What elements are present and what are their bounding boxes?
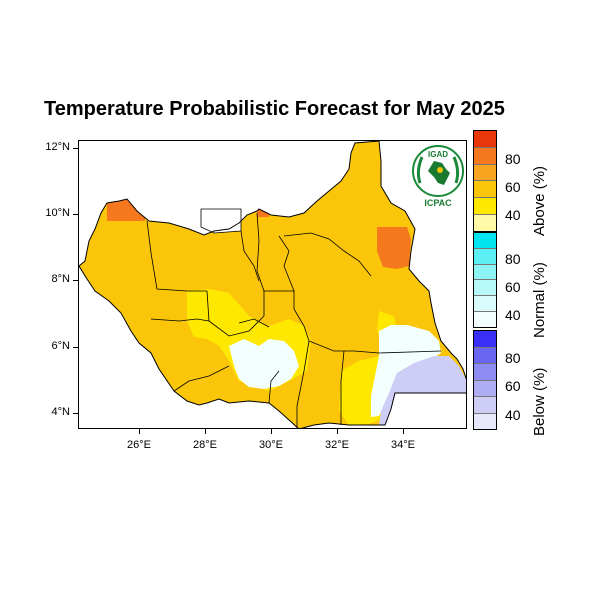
chart-title: Temperature Probabilistic Forecast for M… [44,98,505,120]
logo-top-text: IGAD [428,150,448,159]
igad-icpac-logo: IGAD ICPAC [410,143,466,209]
x-tick [205,429,206,434]
legend-normal-swatch-0 [474,233,496,249]
y-tick [73,148,78,149]
legend-above-swatch-1 [474,147,496,165]
legend-normal-colorbar [473,232,497,328]
legend-above-label-60: 60 [505,179,521,195]
y-tick [73,347,78,348]
x-tick [337,429,338,434]
legend-above-label-80: 80 [505,151,521,167]
x-tick [271,429,272,434]
legend-below-swatch-2 [474,364,496,381]
legend-below-swatch-5 [474,413,496,429]
y-tick [73,413,78,414]
state-boundaries [146,212,442,428]
x-tick-label-28e: 28°E [193,439,217,451]
legend-above-swatch-4 [474,198,496,216]
y-tick-label-10n: 10°N [45,207,70,219]
y-tick-label-8n: 8°N [51,273,70,285]
legend-normal-swatch-5 [474,312,496,327]
legend-above-swatch-0 [474,131,496,148]
region-below-light [379,356,466,425]
legend-below-swatch-0 [474,331,496,348]
region-above-high-east [377,227,411,269]
x-tick-label-34e: 34°E [391,439,415,451]
x-tick [139,429,140,434]
region-normal-light-east [371,325,441,417]
x-tick-label-30e: 30°E [259,439,283,451]
legend-above-colorbar [473,130,497,232]
legend-normal-label-60: 60 [505,279,521,295]
legend-above-swatch-3 [474,181,496,199]
x-tick-label-32e: 32°E [325,439,349,451]
legend-normal-title: Normal (%) [531,262,548,338]
legend-normal-swatch-3 [474,280,496,297]
x-tick [403,429,404,434]
x-tick-label-26e: 26°E [127,439,151,451]
legend-below-swatch-3 [474,380,496,397]
y-tick-label-4n: 4°N [51,406,70,418]
y-tick-label-12n: 12°N [45,141,70,153]
legend-above-title: Above (%) [531,165,548,236]
legend-below-title: Below (%) [531,367,548,436]
logo-bottom-text: ICPAC [424,198,452,208]
legend-above-swatch-5 [474,215,496,231]
legend-below-colorbar [473,330,497,430]
legend-normal-label-40: 40 [505,307,521,323]
legend-normal-swatch-2 [474,264,496,281]
map-panel [78,140,467,429]
legend-above-label-40: 40 [505,207,521,223]
legend-normal-swatch-4 [474,296,496,313]
region-normal-light [229,339,299,389]
abyei-boundary [200,208,242,234]
legend-below-label-80: 80 [505,350,521,366]
south-sudan-map [79,141,466,428]
legend-below-label-60: 60 [505,378,521,394]
legend-below-swatch-1 [474,347,496,364]
y-tick [73,214,78,215]
y-tick-label-6n: 6°N [51,340,70,352]
legend-normal-swatch-1 [474,248,496,265]
legend-normal-label-80: 80 [505,251,521,267]
y-tick [73,280,78,281]
legend-below-label-40: 40 [505,407,521,423]
legend-below-swatch-4 [474,397,496,414]
legend-above-swatch-2 [474,164,496,182]
